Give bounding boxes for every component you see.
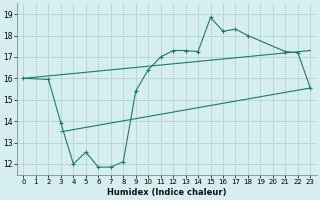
X-axis label: Humidex (Indice chaleur): Humidex (Indice chaleur) (107, 188, 227, 197)
